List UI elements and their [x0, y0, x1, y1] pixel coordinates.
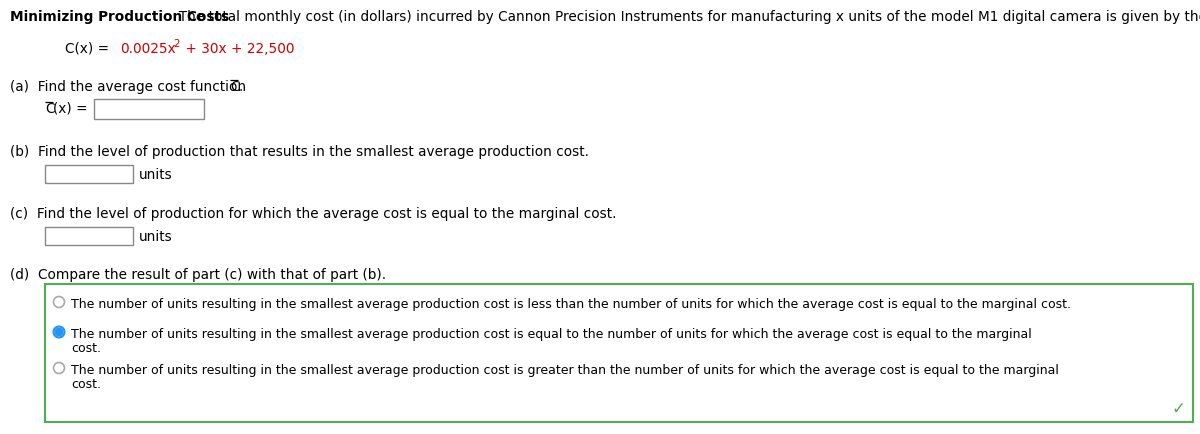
- Text: (a)  Find the average cost function: (a) Find the average cost function: [10, 80, 251, 94]
- Text: .: .: [239, 80, 244, 94]
- Text: (c)  Find the level of production for which the average cost is equal to the mar: (c) Find the level of production for whi…: [10, 207, 617, 220]
- Bar: [94, 100, 204, 120]
- Text: units: units: [139, 230, 173, 243]
- Text: Minimizing Production Costs: Minimizing Production Costs: [10, 10, 229, 24]
- Text: C(x) =: C(x) =: [65, 42, 114, 56]
- Text: The total monthly cost (in dollars) incurred by Cannon Precision Instruments for: The total monthly cost (in dollars) incu…: [170, 10, 1200, 24]
- Text: (d)  Compare the result of part (c) with that of part (b).: (d) Compare the result of part (c) with …: [10, 267, 386, 281]
- Bar: [46, 166, 133, 184]
- Text: The number of units resulting in the smallest average production cost is greater: The number of units resulting in the sma…: [71, 363, 1058, 376]
- Text: C: C: [46, 102, 54, 116]
- Text: 2: 2: [173, 39, 179, 49]
- Text: (b)  Find the level of production that results in the smallest average productio: (b) Find the level of production that re…: [10, 145, 589, 159]
- Text: units: units: [139, 168, 173, 181]
- Text: (x) =: (x) =: [53, 102, 88, 116]
- Text: + 30x + 22,500: + 30x + 22,500: [181, 42, 294, 56]
- Text: The number of units resulting in the smallest average production cost is less th: The number of units resulting in the sma…: [71, 297, 1072, 310]
- Bar: [46, 227, 133, 246]
- Text: ✓: ✓: [1171, 399, 1186, 417]
- Text: The number of units resulting in the smallest average production cost is equal t: The number of units resulting in the sma…: [71, 327, 1032, 340]
- Text: 0.0025x: 0.0025x: [120, 42, 175, 56]
- Text: cost.: cost.: [71, 341, 101, 354]
- Text: cost.: cost.: [71, 377, 101, 390]
- Text: C: C: [230, 80, 240, 94]
- Circle shape: [55, 329, 62, 336]
- FancyBboxPatch shape: [46, 284, 1193, 422]
